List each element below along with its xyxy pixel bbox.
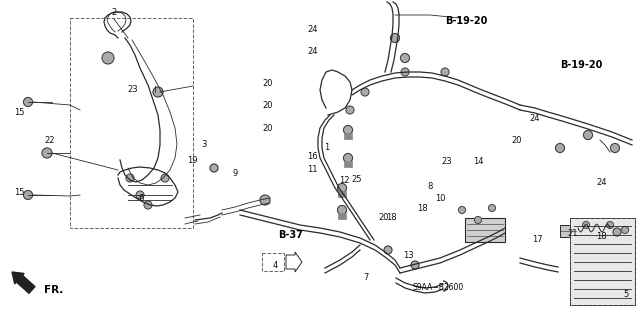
- Circle shape: [344, 153, 353, 162]
- Circle shape: [582, 221, 589, 228]
- Text: 22: 22: [45, 137, 55, 145]
- Bar: [560, 225, 576, 237]
- Text: 15: 15: [14, 108, 24, 117]
- Text: 10: 10: [435, 194, 445, 203]
- Circle shape: [346, 106, 354, 114]
- Text: 24: 24: [307, 25, 317, 34]
- Bar: [338, 213, 346, 219]
- Bar: [70, 18, 193, 228]
- Bar: [570, 218, 635, 305]
- Circle shape: [611, 144, 620, 152]
- Circle shape: [153, 87, 163, 97]
- Circle shape: [24, 190, 33, 199]
- FancyArrow shape: [12, 272, 35, 293]
- Circle shape: [161, 174, 169, 182]
- Text: 24: 24: [596, 178, 607, 187]
- Bar: [465, 218, 505, 242]
- Text: 5: 5: [623, 290, 628, 299]
- Text: 4: 4: [273, 261, 278, 270]
- Circle shape: [361, 88, 369, 96]
- Text: 18: 18: [596, 232, 607, 241]
- Circle shape: [488, 204, 495, 211]
- Text: B-19-20: B-19-20: [560, 60, 602, 70]
- Circle shape: [621, 226, 628, 234]
- Text: 20: 20: [262, 101, 273, 110]
- Text: 14: 14: [474, 157, 484, 166]
- Circle shape: [260, 195, 270, 205]
- Text: 3: 3: [201, 140, 206, 149]
- Text: 7: 7: [364, 273, 369, 282]
- Circle shape: [210, 164, 218, 172]
- Bar: [344, 133, 352, 139]
- Text: 20: 20: [262, 124, 273, 133]
- Text: B-19-20: B-19-20: [445, 16, 487, 26]
- Text: 6: 6: [138, 194, 143, 203]
- Text: 20: 20: [512, 137, 522, 145]
- Circle shape: [474, 217, 481, 224]
- Circle shape: [136, 191, 144, 199]
- Circle shape: [556, 144, 564, 152]
- Text: 9: 9: [233, 169, 238, 178]
- Text: S9AA−B2600: S9AA−B2600: [413, 283, 464, 292]
- Text: 23: 23: [128, 85, 138, 94]
- Bar: [338, 191, 346, 197]
- Circle shape: [390, 33, 399, 42]
- Text: 1: 1: [324, 143, 329, 152]
- Text: 18: 18: [417, 204, 428, 213]
- Bar: [344, 161, 352, 167]
- Text: 2: 2: [111, 8, 116, 17]
- Circle shape: [344, 125, 353, 135]
- Circle shape: [411, 261, 419, 269]
- Circle shape: [24, 98, 33, 107]
- Polygon shape: [286, 252, 302, 272]
- Circle shape: [441, 68, 449, 76]
- Circle shape: [337, 183, 346, 192]
- Text: 24: 24: [529, 114, 540, 123]
- Circle shape: [384, 246, 392, 254]
- Text: 23: 23: [442, 157, 452, 166]
- Circle shape: [126, 174, 134, 182]
- Text: 17: 17: [532, 235, 543, 244]
- Text: 8: 8: [428, 182, 433, 191]
- Text: FR.: FR.: [44, 285, 63, 295]
- Text: 20: 20: [262, 79, 273, 88]
- Circle shape: [401, 68, 409, 76]
- Circle shape: [42, 148, 52, 158]
- Text: 19: 19: [187, 156, 197, 165]
- Text: 24: 24: [307, 47, 317, 56]
- Circle shape: [401, 54, 410, 63]
- Circle shape: [337, 205, 346, 214]
- Text: 21: 21: [568, 229, 578, 238]
- Bar: [262, 253, 284, 271]
- Circle shape: [144, 201, 152, 209]
- Circle shape: [102, 52, 114, 64]
- Text: 18: 18: [387, 213, 397, 222]
- Circle shape: [607, 221, 614, 228]
- Text: 12: 12: [339, 176, 349, 185]
- Text: 20: 20: [379, 213, 389, 222]
- Text: B-37: B-37: [278, 230, 303, 241]
- Text: 13: 13: [403, 251, 413, 260]
- Text: 16: 16: [307, 152, 317, 161]
- Text: 11: 11: [307, 165, 317, 174]
- Circle shape: [584, 130, 593, 139]
- Text: 15: 15: [14, 188, 24, 197]
- Text: 25: 25: [352, 175, 362, 184]
- Circle shape: [458, 206, 465, 213]
- Circle shape: [613, 228, 621, 236]
